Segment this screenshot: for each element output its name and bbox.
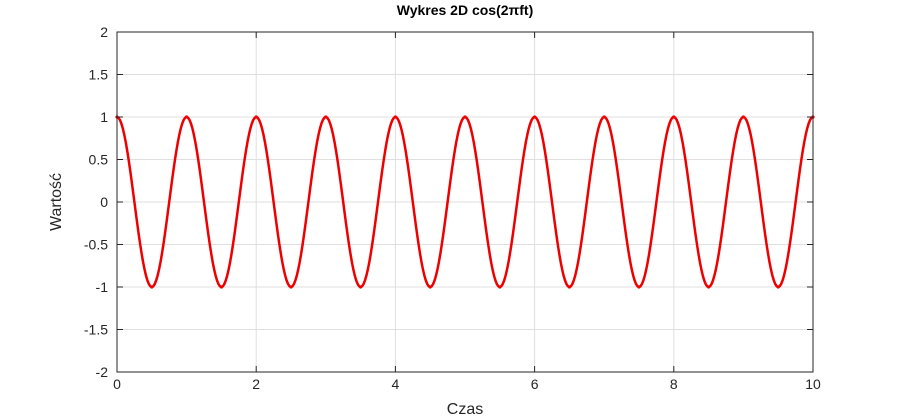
data-point (219, 285, 223, 289)
data-point (428, 285, 432, 289)
data-point (776, 285, 780, 289)
data-point (324, 115, 328, 119)
data-point (672, 115, 676, 119)
axis-ticks: 0 2 4 6 8 10 -2 -1.5 -1 -0.5 0 0.5 1 1.5 2 (84, 24, 821, 392)
y-axis-label: Wartość (48, 173, 65, 231)
x-tick-label: 4 (392, 376, 400, 392)
data-point (150, 285, 154, 289)
x-tick-label: 10 (805, 376, 821, 392)
series-layer (115, 115, 815, 289)
data-point (602, 115, 606, 119)
data-point (393, 115, 397, 119)
y-tick-label: -2 (96, 364, 109, 380)
x-tick-label: 6 (531, 376, 539, 392)
data-point (707, 285, 711, 289)
data-point (185, 115, 189, 119)
data-point (567, 285, 572, 289)
y-tick-label: -1 (96, 279, 109, 295)
data-point (741, 115, 746, 119)
data-point (359, 285, 363, 289)
chart-title: Wykres 2D cos(2πft) (397, 2, 534, 18)
y-tick-label: 0 (100, 194, 108, 210)
data-point (289, 285, 293, 289)
y-tick-label: -0.5 (84, 237, 108, 253)
data-point (498, 285, 502, 289)
y-tick-label: 1.5 (89, 67, 109, 83)
x-axis-label: Czas (447, 401, 483, 418)
y-tick-label: 1 (100, 109, 108, 125)
data-point (254, 115, 258, 119)
x-tick-label: 8 (670, 376, 678, 392)
y-tick-label: 0.5 (89, 152, 109, 168)
y-tick-label: 2 (100, 24, 108, 40)
x-tick-label: 2 (252, 376, 260, 392)
y-tick-label: -1.5 (84, 322, 108, 338)
data-point (637, 285, 641, 289)
data-point (463, 115, 467, 119)
data-point (533, 115, 537, 119)
x-tick-label: 0 (113, 376, 121, 392)
